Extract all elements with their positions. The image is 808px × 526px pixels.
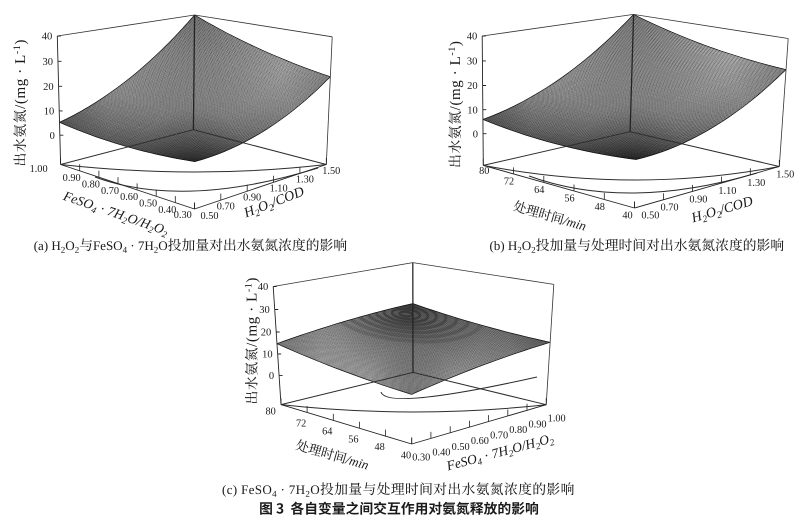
- svg-text:40: 40: [258, 282, 269, 293]
- svg-text:1.00: 1.00: [30, 164, 48, 175]
- svg-text:48: 48: [374, 442, 384, 453]
- svg-text:20: 20: [467, 81, 478, 92]
- svg-text:0.70: 0.70: [217, 201, 235, 212]
- svg-text:0.50: 0.50: [139, 199, 157, 210]
- svg-text:0.70: 0.70: [101, 186, 119, 197]
- svg-text:0: 0: [50, 131, 55, 142]
- svg-text:40: 40: [467, 32, 478, 43]
- svg-text:80: 80: [265, 407, 275, 418]
- svg-text:30: 30: [467, 57, 478, 68]
- svg-text:80: 80: [479, 166, 489, 177]
- svg-text:40: 40: [622, 210, 632, 221]
- svg-text:0.30: 0.30: [412, 453, 430, 464]
- svg-text:0.90: 0.90: [528, 419, 546, 430]
- svg-text:0.80: 0.80: [509, 425, 527, 436]
- svg-text:56: 56: [564, 194, 574, 205]
- svg-text:64: 64: [534, 185, 544, 196]
- svg-text:0.60: 0.60: [471, 436, 489, 447]
- svg-text:1.10: 1.10: [718, 186, 736, 197]
- svg-text:0.50: 0.50: [200, 211, 218, 222]
- svg-text:0.60: 0.60: [120, 192, 138, 203]
- svg-text:0.50: 0.50: [641, 210, 659, 221]
- svg-text:40: 40: [401, 451, 411, 462]
- svg-text:10: 10: [467, 105, 478, 116]
- svg-text:0.90: 0.90: [63, 173, 81, 184]
- svg-text:1.30: 1.30: [747, 178, 765, 189]
- svg-text:64: 64: [322, 426, 332, 437]
- svg-text:0.40: 0.40: [432, 447, 450, 458]
- svg-text:20: 20: [261, 328, 272, 339]
- svg-text:0.70: 0.70: [490, 431, 508, 442]
- svg-text:0.70: 0.70: [660, 203, 678, 214]
- svg-text:0.50: 0.50: [452, 442, 470, 453]
- svg-text:0.90: 0.90: [243, 193, 261, 204]
- svg-text:0: 0: [473, 129, 478, 140]
- svg-text:1.00: 1.00: [548, 414, 566, 425]
- svg-text:0.80: 0.80: [82, 179, 100, 190]
- svg-text:40: 40: [42, 32, 53, 43]
- svg-text:20: 20: [43, 82, 54, 93]
- svg-text:1.50: 1.50: [322, 166, 340, 177]
- svg-text:72: 72: [504, 176, 514, 187]
- svg-text:1.10: 1.10: [270, 184, 288, 195]
- svg-text:72: 72: [296, 419, 306, 430]
- svg-text:0.30: 0.30: [174, 210, 192, 221]
- svg-text:1.50: 1.50: [776, 170, 794, 181]
- svg-text:48: 48: [595, 202, 605, 213]
- svg-text:30: 30: [43, 57, 54, 68]
- svg-text:56: 56: [348, 434, 358, 445]
- svg-text:10: 10: [262, 350, 273, 361]
- svg-text:0.40: 0.40: [158, 205, 176, 216]
- svg-text:30: 30: [259, 305, 270, 316]
- svg-text:0.90: 0.90: [689, 194, 707, 205]
- svg-text:10: 10: [44, 107, 55, 118]
- svg-text:0: 0: [269, 371, 274, 382]
- svg-text:1.30: 1.30: [296, 175, 314, 186]
